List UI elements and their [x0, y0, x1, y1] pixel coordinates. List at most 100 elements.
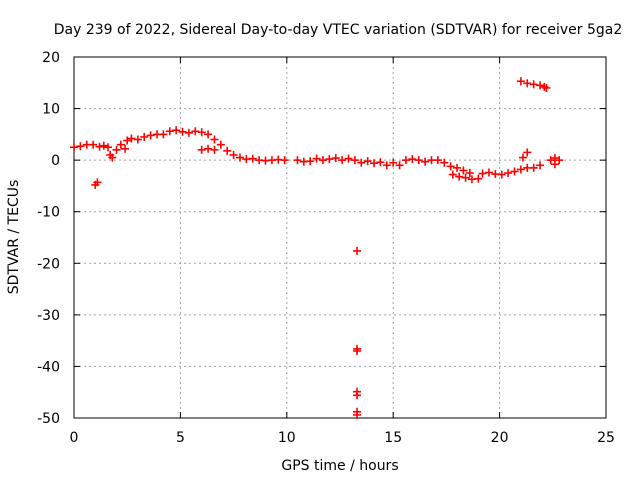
- data-point: [446, 162, 455, 171]
- data-point: [536, 161, 545, 170]
- data-point: [204, 144, 213, 153]
- data-points: [70, 77, 564, 419]
- data-point: [344, 154, 353, 163]
- data-point: [223, 146, 232, 155]
- data-point: [121, 144, 130, 153]
- data-point: [363, 157, 372, 166]
- y-tick-label: -30: [37, 308, 60, 324]
- data-point: [408, 155, 417, 164]
- data-point: [448, 170, 457, 179]
- data-point: [165, 127, 174, 136]
- data-point: [235, 153, 244, 162]
- data-point: [465, 169, 474, 178]
- data-point: [414, 156, 423, 165]
- data-point: [89, 140, 98, 149]
- data-point: [455, 172, 464, 181]
- data-point: [461, 173, 470, 182]
- x-tick-label: 0: [70, 430, 79, 446]
- x-tick-label: 15: [384, 430, 402, 446]
- data-point: [550, 160, 559, 169]
- data-point: [280, 156, 289, 165]
- plot-frame: [73, 56, 607, 419]
- x-tick-label: 20: [491, 430, 509, 446]
- x-axis-label: GPS time / hours: [281, 458, 398, 474]
- grid-lines: [74, 57, 606, 418]
- data-point: [497, 170, 506, 179]
- data-point: [474, 174, 483, 183]
- data-point: [401, 156, 410, 165]
- data-point: [70, 143, 78, 152]
- data-point: [191, 127, 200, 136]
- data-point: [504, 169, 513, 178]
- data-point: [516, 165, 525, 174]
- data-point: [536, 81, 545, 90]
- x-axis-ticks: 0 5 10 15 20 25: [70, 57, 615, 446]
- data-point: [248, 154, 257, 163]
- data-point: [184, 128, 193, 137]
- x-tick-label: 10: [278, 430, 296, 446]
- data-point: [510, 167, 519, 176]
- data-point: [95, 142, 104, 151]
- data-point: [376, 158, 385, 167]
- y-tick-label: -20: [37, 256, 60, 272]
- data-point: [350, 156, 359, 165]
- data-point: [370, 159, 379, 168]
- data-point: [433, 156, 442, 165]
- y-axis-ticks: -50 -40 -30 -20 -10 0 10 20: [37, 50, 606, 427]
- data-point: [529, 163, 538, 172]
- data-point: [357, 158, 366, 167]
- data-point: [353, 391, 362, 400]
- data-point: [318, 156, 327, 165]
- data-point: [325, 155, 334, 164]
- y-tick-label: 0: [51, 153, 60, 169]
- data-point: [93, 178, 102, 187]
- data-point: [459, 166, 468, 175]
- data-point: [204, 130, 213, 139]
- data-point: [216, 140, 225, 149]
- y-tick-label: 10: [42, 102, 60, 118]
- data-point: [116, 140, 125, 149]
- data-point: [395, 161, 404, 170]
- data-point: [555, 156, 564, 165]
- x-tick-label: 5: [176, 430, 185, 446]
- data-point: [421, 157, 430, 166]
- data-point: [172, 126, 181, 135]
- data-point: [133, 135, 142, 144]
- y-tick-label: -40: [37, 359, 60, 375]
- data-point: [484, 168, 493, 177]
- data-point: [546, 156, 555, 165]
- data-point: [229, 150, 238, 159]
- data-point: [210, 135, 219, 144]
- data-point: [159, 130, 168, 139]
- chart-title: Day 239 of 2022, Sidereal Day-to-day VTE…: [54, 22, 623, 38]
- data-point: [123, 136, 132, 145]
- data-point: [127, 134, 136, 143]
- y-tick-label: -10: [37, 205, 60, 221]
- data-point: [99, 141, 108, 150]
- data-point: [529, 80, 538, 89]
- data-point: [542, 83, 551, 92]
- data-point: [331, 154, 340, 163]
- data-point: [353, 410, 362, 419]
- data-point: [389, 158, 398, 167]
- data-point: [382, 161, 391, 170]
- y-tick-label: 20: [42, 50, 60, 66]
- y-tick-label: -50: [37, 411, 60, 427]
- data-point: [178, 127, 187, 136]
- data-point: [76, 142, 85, 151]
- data-point: [523, 79, 532, 88]
- data-point: [197, 145, 206, 154]
- data-point: [338, 156, 347, 165]
- data-point: [353, 346, 362, 355]
- data-point: [440, 158, 449, 167]
- data-point: [312, 154, 321, 163]
- data-point: [140, 132, 149, 141]
- y-axis-label: SDTVAR / TECUs: [6, 180, 22, 295]
- data-point: [523, 148, 532, 157]
- data-point: [197, 128, 206, 137]
- data-point: [104, 143, 113, 152]
- data-point: [210, 145, 219, 154]
- data-point: [108, 153, 117, 162]
- data-point: [293, 156, 302, 165]
